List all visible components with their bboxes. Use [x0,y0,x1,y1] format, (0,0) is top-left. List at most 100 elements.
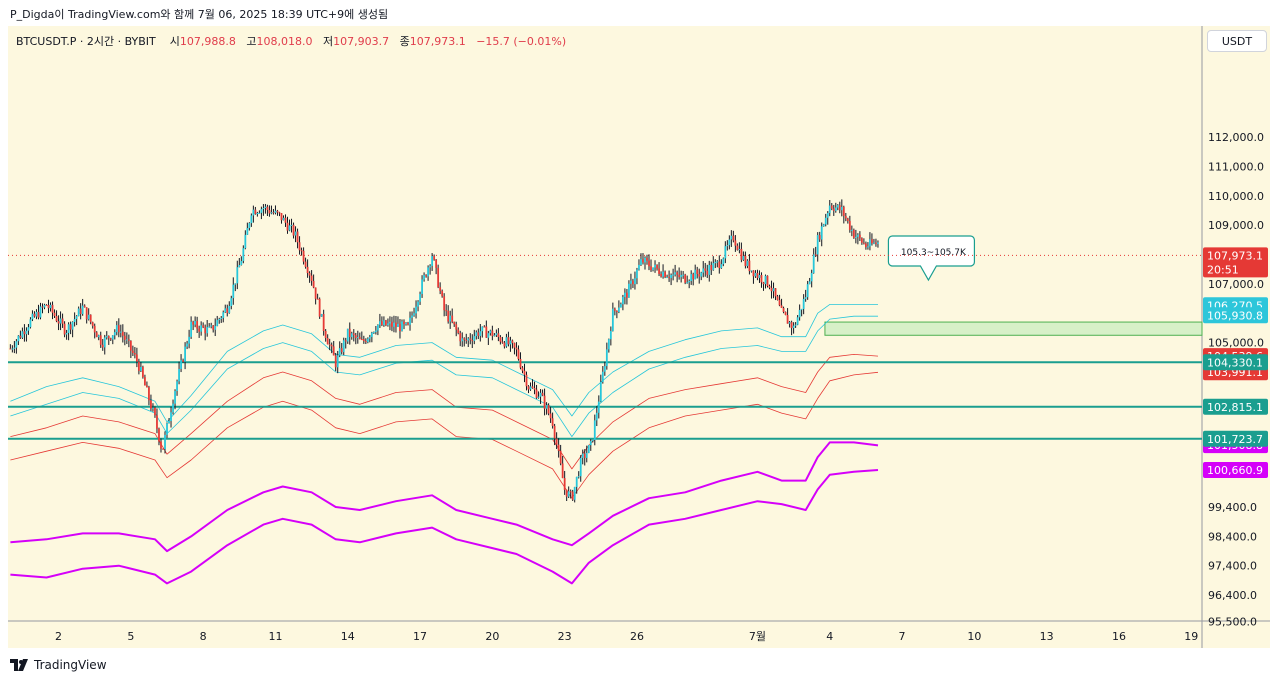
candle-body [549,413,552,419]
candle-body [521,367,524,371]
candle-body [93,325,96,333]
candle-body [405,322,407,325]
candle-body [812,254,815,273]
candle-body [216,320,219,326]
candle-body [445,310,448,312]
candle-body [71,322,74,330]
candle-body [178,368,180,382]
candle-body [491,330,494,337]
candle-body [264,206,267,208]
candle-body [766,275,769,286]
candle-body [752,270,755,277]
candle-body [294,231,297,236]
candle-body [115,325,118,333]
candle-body [718,261,721,268]
candle-body [437,267,440,288]
symbol-info-bar: BTCUSDT.P · 2시간 · BYBIT 시107,988.8 고108,… [16,33,566,49]
symbol-name[interactable]: BTCUSDT.P · 2시간 · BYBIT [16,35,156,48]
candle-body [591,439,594,442]
candle-body [467,338,470,341]
candle-body [292,224,295,236]
candle-body [706,270,709,275]
candle-body [638,264,640,270]
candle-body [103,337,106,348]
candle-body [33,313,36,317]
candle-body [527,386,530,390]
candle-body [328,344,331,346]
candle-body [236,267,239,284]
zone-callout-label: 105.3~105.7K [901,248,967,258]
close-value: 107,973.1 [409,35,466,48]
candle-body [427,267,429,277]
candle-body [716,261,719,263]
candle-body [421,279,423,294]
candle-body [425,275,427,277]
candle-body [49,304,52,309]
candle-body [613,308,616,311]
candle-body [186,343,188,347]
candle-body [196,321,199,329]
candle-body [768,285,771,288]
candle-body [409,317,411,325]
y-tick-label: 107,000.0 [1208,278,1264,291]
candle-body [413,313,415,316]
candle-body [19,335,22,338]
candle-body [35,311,38,317]
candle-body [724,246,727,259]
candle-body [690,274,693,281]
candle-body [585,452,588,458]
band-line-5 [10,469,879,585]
candle-body [180,360,182,369]
candle-body [222,312,225,318]
price-label-bg [1203,307,1268,324]
chart-caption: P_Digda이 TradingView.com와 함께 7월 06, 2025… [10,8,389,21]
tradingview-logo[interactable]: TradingView [10,658,107,672]
candle-body [348,328,351,338]
candle-body [248,223,251,229]
chart-area[interactable]: 112,000.0 111,000.0 110,000.0 109,000.0 107,… [8,26,1270,648]
candle-body [852,229,855,238]
candle-body [288,225,291,231]
candle-body [838,205,841,211]
candle-body [865,243,867,248]
candle-body [310,275,313,281]
candle-body [714,261,717,264]
candle-body [200,325,203,332]
candle-body [746,260,749,267]
candle-body [451,315,454,322]
candle-body [545,405,548,409]
price-label-bg [1203,462,1268,479]
candle-body [457,329,460,334]
candle-body [676,272,679,275]
candle-body [75,316,78,320]
candle-body [780,305,783,309]
candle-body [53,312,56,316]
x-tick-label: 7 [899,630,906,643]
price-chart[interactable]: 112,000.0 111,000.0 110,000.0 109,000.0 107,… [8,26,1270,648]
candle-body [272,212,275,214]
candle-body [822,224,825,227]
candle-body [242,248,245,261]
candle-body [214,325,217,330]
candle-body [772,288,775,292]
candle-body [176,381,178,392]
candle-body [541,392,544,396]
candle-body [202,325,205,328]
currency-button[interactable]: USDT [1207,30,1267,52]
candle-body [81,305,84,315]
candle-body [123,335,126,340]
candle-body [513,343,516,348]
candle-body [579,457,582,477]
level-price-label-bg [1203,398,1268,415]
candle-body [61,318,64,324]
candle-body [483,326,486,328]
candle-body [875,242,877,244]
candle-body [525,374,528,387]
candle-body [278,212,281,214]
x-tick-label: 23 [558,630,572,643]
candle-body [338,348,341,356]
candle-body [389,321,391,324]
candle-body [479,331,482,336]
candle-body [493,335,496,337]
support-zone[interactable] [824,321,1203,336]
